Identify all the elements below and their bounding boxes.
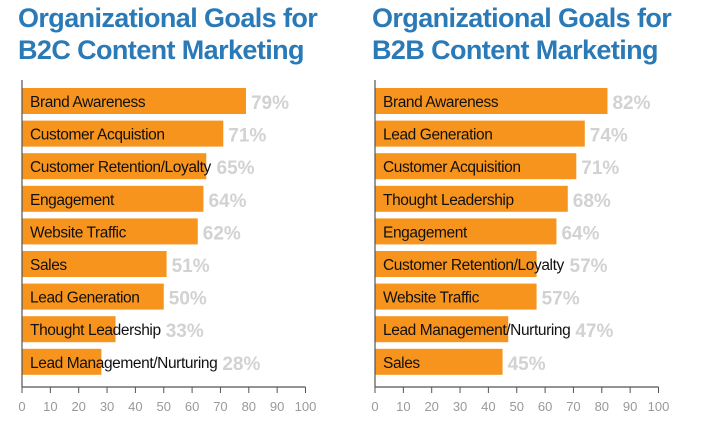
x-tick-label: 0 bbox=[18, 399, 25, 414]
category-label: Engagement bbox=[30, 192, 115, 209]
bar bbox=[375, 283, 537, 310]
x-tick-label: 30 bbox=[453, 399, 467, 414]
chart-title-b2c: Organizational Goals for B2C Content Mar… bbox=[18, 2, 318, 66]
value-label: 50% bbox=[169, 289, 207, 310]
bar bbox=[375, 88, 608, 114]
title-line-2: B2C Content Marketing bbox=[18, 35, 305, 65]
value-label: 45% bbox=[508, 354, 546, 375]
x-tick-label: 10 bbox=[43, 399, 57, 414]
category-label: Brand Awareness bbox=[30, 94, 146, 111]
bar bbox=[375, 153, 577, 180]
value-label: 71% bbox=[228, 126, 266, 147]
category-label: Thought Leadership bbox=[383, 192, 514, 209]
chart-title-b2b: Organizational Goals for B2B Content Mar… bbox=[372, 2, 672, 66]
x-tick-label: 10 bbox=[396, 399, 410, 414]
title-line-1: Organizational Goals for bbox=[18, 3, 318, 33]
category-label: Lead Generation bbox=[30, 290, 139, 307]
value-label: 71% bbox=[581, 158, 619, 179]
category-label: Lead Generation bbox=[383, 127, 492, 144]
x-tick-label: 90 bbox=[623, 399, 637, 414]
bar bbox=[22, 283, 164, 310]
category-label: Thought Leadership bbox=[30, 322, 161, 339]
value-label: 79% bbox=[251, 93, 289, 114]
value-label: 33% bbox=[166, 321, 204, 342]
x-tick-label: 50 bbox=[510, 399, 524, 414]
bar bbox=[22, 316, 116, 343]
x-tick-label: 30 bbox=[100, 399, 114, 414]
value-label: 64% bbox=[561, 223, 599, 244]
category-label: Website Traffic bbox=[30, 224, 127, 241]
x-tick-label: 60 bbox=[538, 399, 552, 414]
value-label: 57% bbox=[570, 256, 608, 277]
bar bbox=[375, 218, 557, 245]
bar bbox=[375, 185, 568, 212]
bar bbox=[22, 218, 198, 245]
value-label: 51% bbox=[172, 256, 210, 277]
x-tick-label: 70 bbox=[566, 399, 580, 414]
value-label: 64% bbox=[208, 191, 246, 212]
title-line-1: Organizational Goals for bbox=[372, 3, 672, 33]
bar bbox=[375, 120, 585, 147]
bar bbox=[22, 120, 224, 147]
category-label: Lead Management/Nurturing bbox=[30, 355, 217, 372]
category-label: Sales bbox=[383, 355, 420, 372]
bar bbox=[22, 185, 204, 212]
x-tick-label: 40 bbox=[481, 399, 495, 414]
bar bbox=[375, 316, 509, 343]
bar bbox=[375, 348, 503, 375]
value-label: 65% bbox=[217, 158, 255, 179]
x-tick-label: 40 bbox=[128, 399, 142, 414]
category-label: Sales bbox=[30, 257, 67, 274]
value-label: 28% bbox=[222, 354, 260, 375]
title-line-2: B2B Content Marketing bbox=[372, 35, 659, 65]
bar bbox=[22, 88, 246, 114]
category-label: Customer Retention/Loyalty bbox=[383, 257, 565, 274]
value-label: 82% bbox=[612, 93, 650, 114]
category-label: Engagement bbox=[383, 224, 468, 241]
x-tick-label: 50 bbox=[157, 399, 171, 414]
value-label: 62% bbox=[203, 223, 241, 244]
bar bbox=[22, 251, 167, 277]
x-tick-label: 60 bbox=[185, 399, 199, 414]
bar bbox=[375, 251, 537, 277]
category-label: Customer Acquisition bbox=[383, 159, 521, 176]
x-tick-label: 100 bbox=[295, 399, 317, 414]
bar bbox=[22, 153, 207, 180]
value-label: 74% bbox=[590, 126, 628, 147]
x-tick-label: 90 bbox=[270, 399, 284, 414]
category-label: Website Traffic bbox=[383, 290, 480, 307]
category-label: Customer Acquistion bbox=[30, 127, 165, 144]
x-tick-label: 70 bbox=[213, 399, 227, 414]
x-tick-label: 20 bbox=[424, 399, 438, 414]
bar bbox=[22, 348, 102, 375]
x-tick-label: 100 bbox=[648, 399, 670, 414]
x-tick-label: 20 bbox=[71, 399, 85, 414]
value-label: 68% bbox=[573, 191, 611, 212]
category-label: Lead Management/Nurturing bbox=[383, 322, 570, 339]
x-tick-label: 80 bbox=[242, 399, 256, 414]
value-label: 47% bbox=[575, 321, 613, 342]
value-label: 57% bbox=[542, 289, 580, 310]
x-tick-label: 80 bbox=[595, 399, 609, 414]
x-tick-label: 0 bbox=[371, 399, 378, 414]
category-label: Customer Retention/Loyalty bbox=[30, 159, 212, 176]
category-label: Brand Awareness bbox=[383, 94, 499, 111]
